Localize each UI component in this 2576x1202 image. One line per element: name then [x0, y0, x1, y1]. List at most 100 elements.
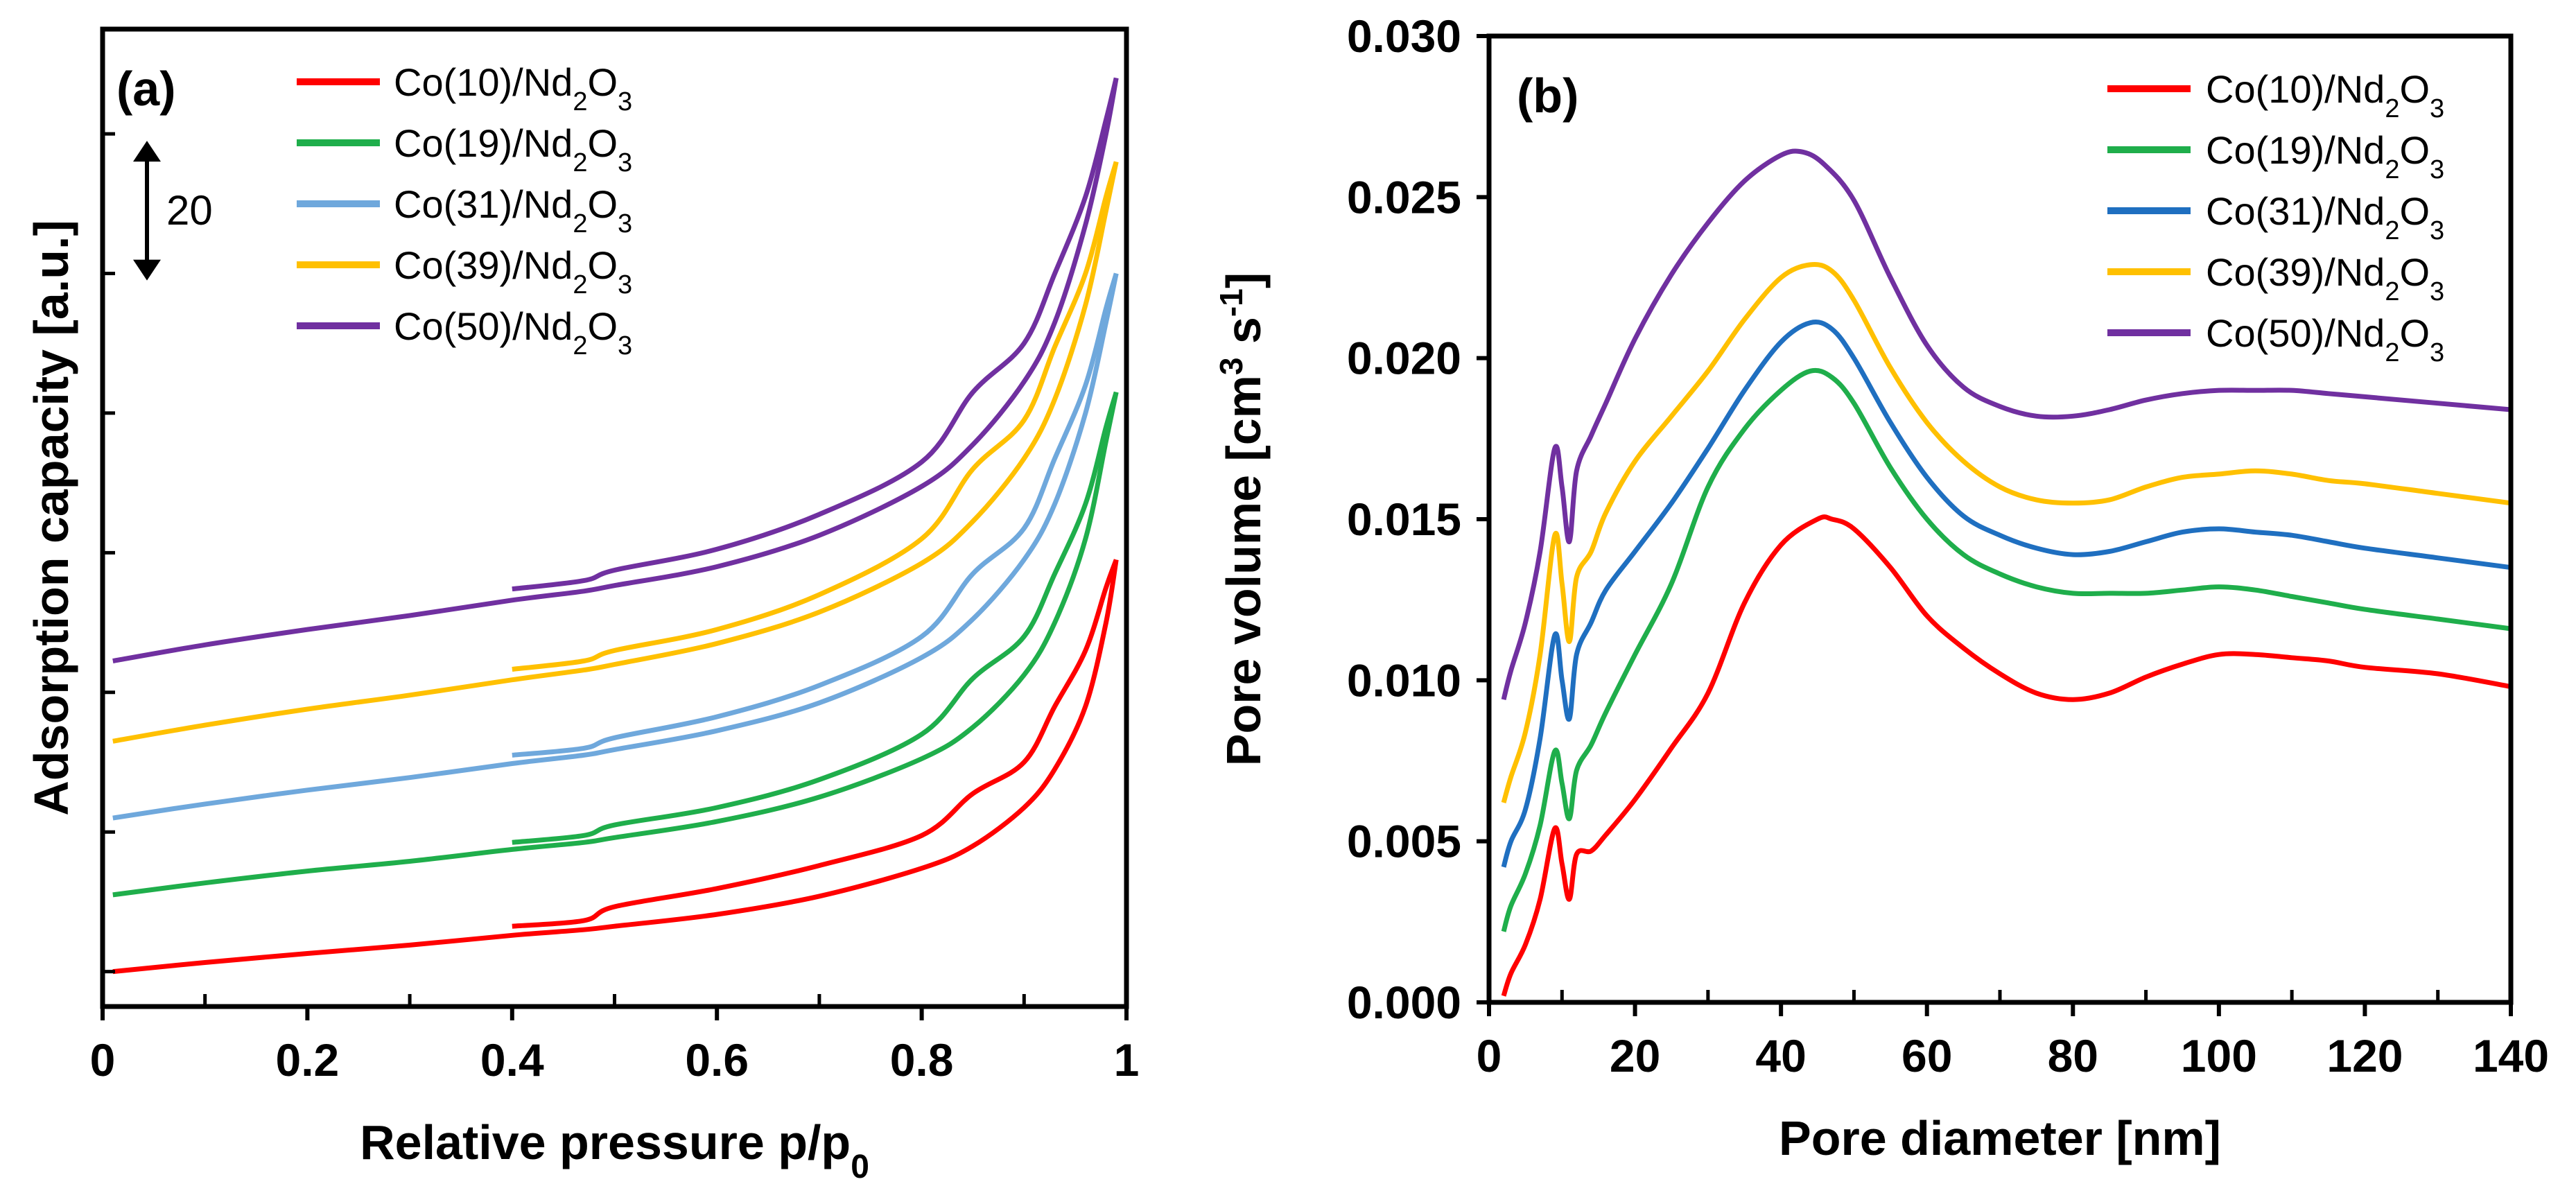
y-axis-label-sup: -1 [1213, 288, 1249, 317]
x-tick-label-a: 0.4 [480, 1034, 544, 1086]
x-tick-label-b: 60 [1901, 1030, 1952, 1081]
desorption-line-2 [512, 391, 1119, 845]
legend-a-sub: 3 [618, 87, 632, 116]
legend-a-sub: 3 [618, 148, 632, 177]
legend-b-mid: O [2399, 250, 2430, 294]
x-axis-label-a: Relative pressure p/p0 [360, 1115, 869, 1185]
legend-a-mid: O [587, 121, 618, 165]
legend-b-sub: 3 [2430, 277, 2444, 306]
y-tick-label-b: 0.005 [1347, 816, 1461, 867]
x-tick-label-a: 0.2 [276, 1034, 340, 1086]
legend-b-name: Co(19)/Nd [2206, 128, 2385, 172]
x-tick-label-b: 80 [2048, 1030, 2098, 1081]
adsorption-line-4 [112, 161, 1119, 744]
panel-label-a: (a) [116, 62, 176, 116]
desorption-line-4 [512, 161, 1119, 672]
legend-b-mid: O [2399, 311, 2430, 355]
y-tick-label-b: 0.030 [1347, 10, 1461, 62]
legend-a-name: Co(39)/Nd [394, 243, 573, 287]
legend-b-name: Co(31)/Nd [2206, 189, 2385, 233]
series-line-b-1 [1501, 514, 2512, 997]
legend-b-name: Co(50)/Nd [2206, 311, 2385, 355]
legend-b-sub: 3 [2430, 94, 2444, 123]
legend-b-sub: 3 [2430, 338, 2444, 367]
adsorption-line-5 [112, 77, 1119, 663]
legend-b-sub: 2 [2385, 338, 2399, 367]
legend-label-b-3: Co(31)/Nd2O3 [2206, 189, 2444, 245]
scale-bar-label: 20 [166, 187, 213, 234]
legend-a-sub: 2 [573, 87, 587, 116]
y-axis-label-b: Pore volume [cm3 s-1] [1213, 272, 1271, 766]
x-tick-label-b: 100 [2181, 1030, 2257, 1081]
legend-a-name: Co(50)/Nd [394, 304, 573, 348]
legend-label-b-2: Co(19)/Nd2O3 [2206, 128, 2444, 184]
x-tick-label-b: 120 [2326, 1030, 2403, 1081]
adsorption-line-1 [112, 559, 1119, 975]
series-line-b-2 [1501, 367, 2512, 932]
legend-b-sub: 3 [2430, 155, 2444, 184]
y-tick-label-b: 0.015 [1347, 494, 1461, 545]
desorption-line-1 [512, 559, 1119, 929]
adsorption-line-2 [112, 392, 1119, 898]
legend-a-sub: 3 [618, 209, 632, 238]
legend-b-mid: O [2399, 67, 2430, 111]
y-tick-label-b: 0.010 [1347, 654, 1461, 706]
x-tick-label-b: 40 [1755, 1030, 1806, 1081]
x-tick-label-a: 0.6 [685, 1034, 749, 1086]
series-line-b-5 [1501, 148, 2512, 701]
legend-b-sub: 2 [2385, 277, 2399, 306]
y-axis-label-sup: 3 [1213, 357, 1249, 375]
x-tick-label-a: 1 [1114, 1034, 1140, 1086]
legend-a-mid: O [587, 60, 618, 104]
y-tick-label-b: 0.025 [1347, 171, 1461, 223]
legend-a-sub: 3 [618, 270, 632, 299]
y-axis-label-a: Adsorption capacity [a.u.] [24, 220, 78, 816]
legend-b-sub: 2 [2385, 216, 2399, 245]
x-tick-label-a: 0 [90, 1034, 116, 1086]
legend-a-sub: 3 [618, 331, 632, 360]
legend-label-a-5: Co(50)/Nd2O3 [394, 304, 632, 360]
legend-a-sub: 2 [573, 331, 587, 360]
legend-label-a-4: Co(39)/Nd2O3 [394, 243, 632, 299]
legend-a-mid: O [587, 182, 618, 226]
x-axis-label-sub: 0 [851, 1149, 869, 1185]
scale-bar-arrow-down [133, 259, 161, 281]
legend-a-name: Co(10)/Nd [394, 60, 573, 104]
legend-a-name: Co(19)/Nd [394, 121, 573, 165]
legend-a-sub: 2 [573, 209, 587, 238]
legend-label-b-5: Co(50)/Nd2O3 [2206, 311, 2444, 367]
legend-label-b-4: Co(39)/Nd2O3 [2206, 250, 2444, 306]
legend-a-sub: 2 [573, 148, 587, 177]
y-axis-label-end: ] [1217, 272, 1271, 288]
chart-b: 0 20 40 60 80 100 120 140 0.000 0.005 0.010 0.015 0.… [1213, 10, 2549, 1165]
y-tick-label-b: 0.020 [1347, 333, 1461, 384]
legend-b-name: Co(39)/Nd [2206, 250, 2385, 294]
legend-a-name: Co(31)/Nd [394, 182, 573, 226]
y-axis-label-mid: s [1217, 317, 1271, 357]
x-axis-label-b: Pore diameter [nm] [1779, 1111, 2221, 1165]
plot-frame-a [100, 26, 1129, 1009]
x-tick-label-b: 140 [2473, 1030, 2549, 1081]
legend-b-mid: O [2399, 128, 2430, 172]
y-tick-label-b: 0.000 [1347, 977, 1461, 1028]
legend-a-mid: O [587, 243, 618, 287]
adsorption-line-3 [112, 272, 1119, 821]
legend-label-b-1: Co(10)/Nd2O3 [2206, 67, 2444, 123]
desorption-line-5 [512, 77, 1119, 592]
legend-b-name: Co(10)/Nd [2206, 67, 2385, 111]
legend-b-sub: 2 [2385, 155, 2399, 184]
series-line-b-3 [1501, 320, 2512, 868]
legend-b-mid: O [2399, 189, 2430, 233]
x-tick-label-b: 0 [1477, 1030, 1502, 1081]
legend-b-sub: 3 [2430, 216, 2444, 245]
legend-label-a-2: Co(19)/Nd2O3 [394, 121, 632, 177]
legend-b-sub: 2 [2385, 94, 2399, 123]
series-line-b-4 [1501, 262, 2512, 803]
scale-bar-arrow-up [133, 141, 161, 162]
x-tick-label-a: 0.8 [890, 1034, 954, 1086]
desorption-line-3 [512, 272, 1119, 758]
legend-a-mid: O [587, 304, 618, 348]
panel-label-b: (b) [1517, 69, 1578, 123]
